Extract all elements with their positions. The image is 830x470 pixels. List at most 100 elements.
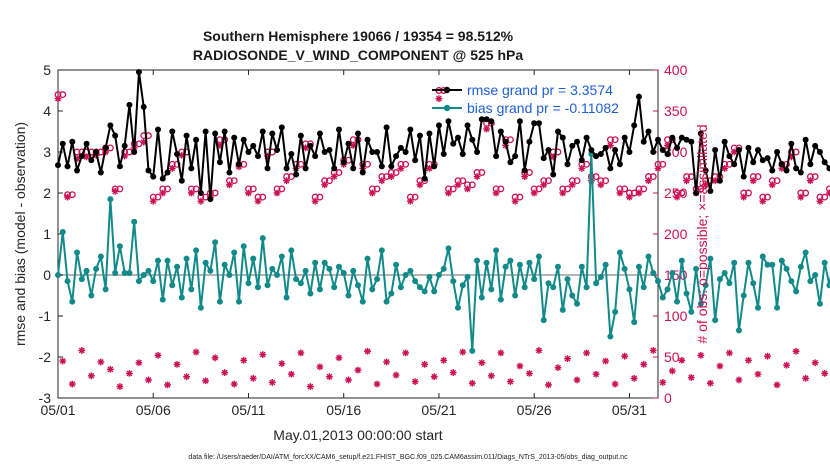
- bias-point: [450, 278, 457, 285]
- obs-assimilated-point: [321, 181, 329, 189]
- rmse-point: [578, 157, 585, 164]
- bias-point: [669, 269, 676, 276]
- rmse-point: [469, 136, 476, 143]
- obs-assimilated-point: [540, 181, 548, 189]
- bias-point: [655, 278, 661, 285]
- rmse-point: [93, 149, 100, 155]
- bias-point: [169, 282, 176, 289]
- obs-assimilated-point: [711, 177, 719, 185]
- rmse-point: [674, 144, 681, 151]
- bias-point: [745, 259, 752, 266]
- y-right-tick-label: 200: [664, 226, 688, 242]
- rmse-point: [64, 163, 71, 170]
- obs-assimilated-point: [154, 351, 162, 359]
- rmse-point: [235, 161, 242, 168]
- rmse-point: [450, 140, 457, 147]
- bias-point: [88, 292, 95, 299]
- rmse-point: [488, 118, 495, 125]
- bias-point: [478, 294, 485, 301]
- rmse-point: [421, 175, 428, 182]
- y-axis-label-left: rmse and bias (model - observation): [12, 122, 28, 346]
- bias-point: [178, 294, 185, 301]
- x-axis-label: May.01,2013 00:00:00 start: [273, 427, 443, 443]
- bias-point: [769, 261, 776, 268]
- bias-point: [112, 269, 119, 276]
- rmse-point: [226, 169, 233, 176]
- rmse-point: [88, 157, 95, 164]
- bias-point: [55, 272, 61, 278]
- bias-point: [821, 259, 828, 266]
- obs-assimilated-point: [135, 359, 143, 367]
- rmse-point: [507, 159, 514, 166]
- rmse-point: [350, 165, 357, 172]
- bias-point: [502, 263, 509, 270]
- bias-point: [607, 333, 614, 340]
- obs-assimilated-point: [168, 165, 176, 172]
- obs-assimilated-point: [549, 153, 557, 161]
- bias-point: [469, 347, 476, 354]
- rmse-point: [650, 149, 657, 155]
- obs-assimilated-point: [349, 142, 357, 149]
- bias-point: [402, 272, 409, 278]
- obs-possible-point: [773, 177, 781, 185]
- obs-assimilated-point: [826, 189, 830, 197]
- bias-point: [321, 259, 328, 266]
- obs-assimilated-point: [659, 379, 667, 386]
- bias-point: [712, 317, 719, 324]
- obs-assimilated-point: [111, 187, 119, 195]
- data-file-footnote: data file: /Users/raeder/DAI/ATM_forcXX/…: [188, 454, 628, 461]
- bias-point: [135, 278, 142, 285]
- bias-point: [635, 263, 642, 270]
- y-right-tick-label: 350: [664, 103, 688, 119]
- rmse-point: [416, 132, 423, 139]
- y-left-tick-label: 2: [43, 185, 51, 201]
- obs-assimilated-point: [554, 364, 562, 372]
- rmse-point: [616, 161, 623, 168]
- obs-assimilated-point: [797, 193, 805, 201]
- rmse-point: [716, 177, 723, 184]
- obs-assimilated-point: [316, 363, 324, 371]
- obs-assimilated-point: [421, 360, 429, 368]
- bias-point: [812, 272, 819, 278]
- obs-possible-point: [573, 177, 581, 185]
- rmse-point: [121, 142, 128, 149]
- bias-point: [202, 259, 209, 266]
- obs-assimilated-point: [116, 383, 124, 390]
- obs-assimilated-point: [226, 181, 233, 189]
- obs-assimilated-point: [259, 351, 267, 358]
- rmse-point: [202, 128, 209, 135]
- bias-point: [407, 267, 414, 274]
- bias-point: [212, 239, 219, 246]
- obs-possible-point: [564, 185, 571, 193]
- obs-assimilated-point: [221, 369, 229, 376]
- bias-point: [602, 261, 609, 268]
- obs-assimilated-point: [435, 95, 443, 103]
- obs-possible-point: [164, 185, 171, 193]
- obs-assimilated-point: [654, 165, 662, 172]
- rmse-point: [221, 128, 228, 135]
- obs-assimilated-point: [411, 378, 419, 385]
- rmse-point: [393, 153, 400, 160]
- bias-point: [497, 296, 504, 303]
- obs-assimilated-point: [245, 189, 252, 197]
- bias-point: [397, 284, 404, 291]
- obs-assimilated-point: [821, 370, 829, 377]
- bias-point: [183, 255, 190, 262]
- bias-point: [483, 259, 490, 266]
- rmse-point: [245, 149, 252, 155]
- bias-point: [274, 272, 281, 278]
- obs-possible-point: [545, 177, 552, 185]
- rmse-point: [812, 142, 819, 149]
- bias-point: [388, 290, 395, 297]
- bias-point: [750, 280, 757, 287]
- obs-assimilated-point: [697, 351, 705, 359]
- obs-assimilated-point: [278, 360, 286, 367]
- rmse-point: [402, 149, 409, 155]
- rmse-point: [274, 146, 281, 153]
- rmse-point: [816, 149, 823, 155]
- chart-title-line2: RADIOSONDE_V_WIND_COMPONENT @ 525 hPa: [193, 47, 523, 63]
- bias-point: [240, 243, 247, 250]
- obs-assimilated-point: [683, 177, 690, 185]
- bias-point: [245, 280, 252, 287]
- obs-assimilated-point: [678, 356, 686, 364]
